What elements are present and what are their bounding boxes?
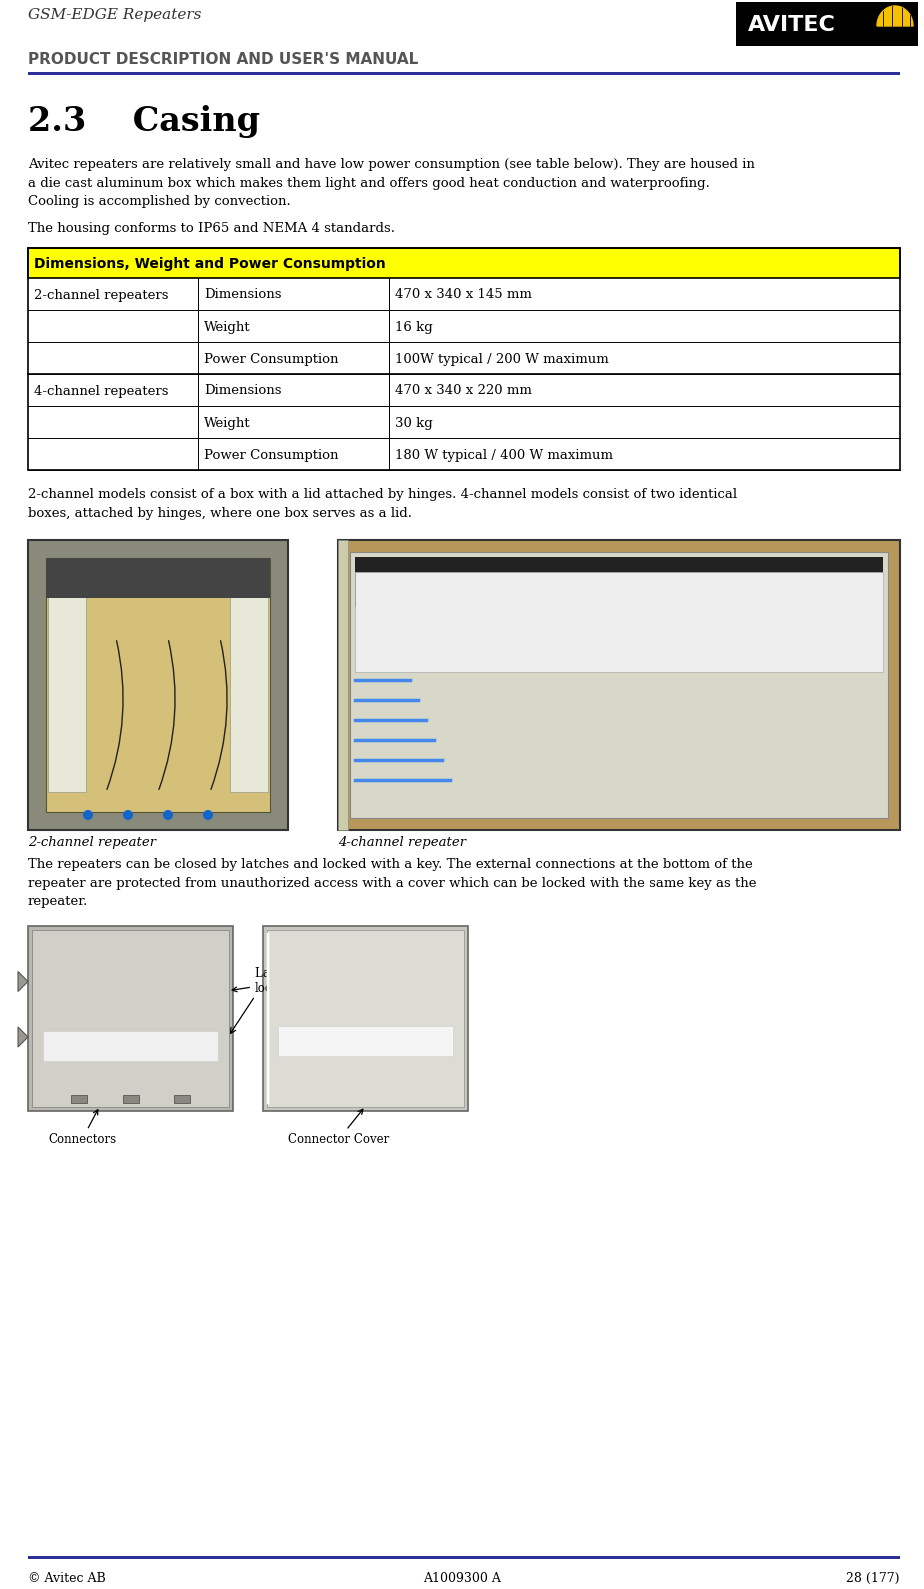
Text: Connectors: Connectors bbox=[48, 1109, 116, 1146]
Bar bbox=[28, 1556, 900, 1559]
Text: Power Consumption: Power Consumption bbox=[204, 448, 338, 461]
Bar bbox=[28, 278, 900, 310]
Bar bbox=[28, 439, 900, 470]
Bar bbox=[28, 248, 900, 278]
Bar bbox=[338, 540, 900, 829]
Circle shape bbox=[163, 810, 173, 820]
Text: 30 kg: 30 kg bbox=[395, 416, 432, 429]
Text: Weight: Weight bbox=[204, 321, 250, 334]
Text: GSM-EDGE Repeaters: GSM-EDGE Repeaters bbox=[28, 8, 201, 22]
Text: Dimensions: Dimensions bbox=[204, 385, 282, 397]
Text: 4-channel repeaters: 4-channel repeaters bbox=[34, 385, 168, 397]
Text: Weight: Weight bbox=[204, 416, 250, 429]
Text: PRODUCT DESCRIPTION AND USER'S MANUAL: PRODUCT DESCRIPTION AND USER'S MANUAL bbox=[28, 52, 419, 67]
Text: 100W typical / 200 W maximum: 100W typical / 200 W maximum bbox=[395, 353, 609, 365]
Bar bbox=[32, 930, 229, 1108]
Text: Power Consumption: Power Consumption bbox=[204, 353, 338, 365]
Text: 4-channel repeater: 4-channel repeater bbox=[338, 836, 466, 849]
Bar bbox=[28, 72, 900, 75]
Bar bbox=[28, 540, 288, 829]
Bar bbox=[46, 558, 270, 812]
Bar bbox=[350, 551, 888, 818]
Text: © Avitec AB: © Avitec AB bbox=[28, 1572, 105, 1584]
Text: 2-channel repeater: 2-channel repeater bbox=[28, 836, 156, 849]
Circle shape bbox=[203, 810, 213, 820]
Text: Dimensions, Weight and Power Consumption: Dimensions, Weight and Power Consumption bbox=[34, 257, 385, 272]
Bar bbox=[278, 1026, 453, 1057]
Text: 2-channel models consist of a box with a lid attached by hinges. 4-channel model: 2-channel models consist of a box with a… bbox=[28, 488, 737, 520]
Bar bbox=[123, 1095, 139, 1103]
Text: 16 kg: 16 kg bbox=[395, 321, 432, 334]
Bar bbox=[46, 558, 270, 597]
Text: Dimensions: Dimensions bbox=[204, 289, 282, 302]
Bar bbox=[48, 578, 86, 791]
Bar bbox=[28, 407, 900, 439]
Text: 2-channel repeaters: 2-channel repeaters bbox=[34, 289, 168, 302]
Bar bbox=[28, 248, 900, 470]
Bar bbox=[338, 540, 348, 829]
Text: AVITEC: AVITEC bbox=[748, 14, 836, 35]
Polygon shape bbox=[18, 971, 28, 992]
Text: 470 x 340 x 145 mm: 470 x 340 x 145 mm bbox=[395, 289, 532, 302]
Text: 2.3    Casing: 2.3 Casing bbox=[28, 105, 260, 138]
Text: 470 x 340 x 220 mm: 470 x 340 x 220 mm bbox=[395, 385, 532, 397]
Bar bbox=[28, 342, 900, 373]
Bar bbox=[28, 310, 900, 342]
Bar bbox=[230, 578, 268, 791]
Polygon shape bbox=[877, 6, 913, 25]
Bar bbox=[267, 930, 464, 1108]
Text: Latches and
locks: Latches and locks bbox=[232, 968, 327, 995]
Text: 180 W typical / 400 W maximum: 180 W typical / 400 W maximum bbox=[395, 448, 613, 461]
Circle shape bbox=[83, 810, 93, 820]
Bar bbox=[355, 572, 883, 672]
Bar bbox=[28, 926, 233, 1111]
Bar bbox=[263, 926, 468, 1111]
Bar bbox=[174, 1095, 189, 1103]
Text: 28 (177): 28 (177) bbox=[846, 1572, 900, 1584]
Bar bbox=[355, 558, 883, 607]
Bar bbox=[736, 2, 918, 46]
Bar bbox=[71, 1095, 87, 1103]
Text: Avitec repeaters are relatively small and have low power consumption (see table : Avitec repeaters are relatively small an… bbox=[28, 157, 755, 208]
Text: The repeaters can be closed by latches and locked with a key. The external conne: The repeaters can be closed by latches a… bbox=[28, 858, 757, 907]
Text: The housing conforms to IP65 and NEMA 4 standards.: The housing conforms to IP65 and NEMA 4 … bbox=[28, 222, 395, 235]
Bar bbox=[43, 1031, 218, 1061]
Bar bbox=[28, 373, 900, 407]
Polygon shape bbox=[18, 1026, 28, 1047]
Circle shape bbox=[123, 810, 133, 820]
Text: Connector Cover: Connector Cover bbox=[288, 1109, 389, 1146]
Text: A1009300 A: A1009300 A bbox=[423, 1572, 501, 1584]
